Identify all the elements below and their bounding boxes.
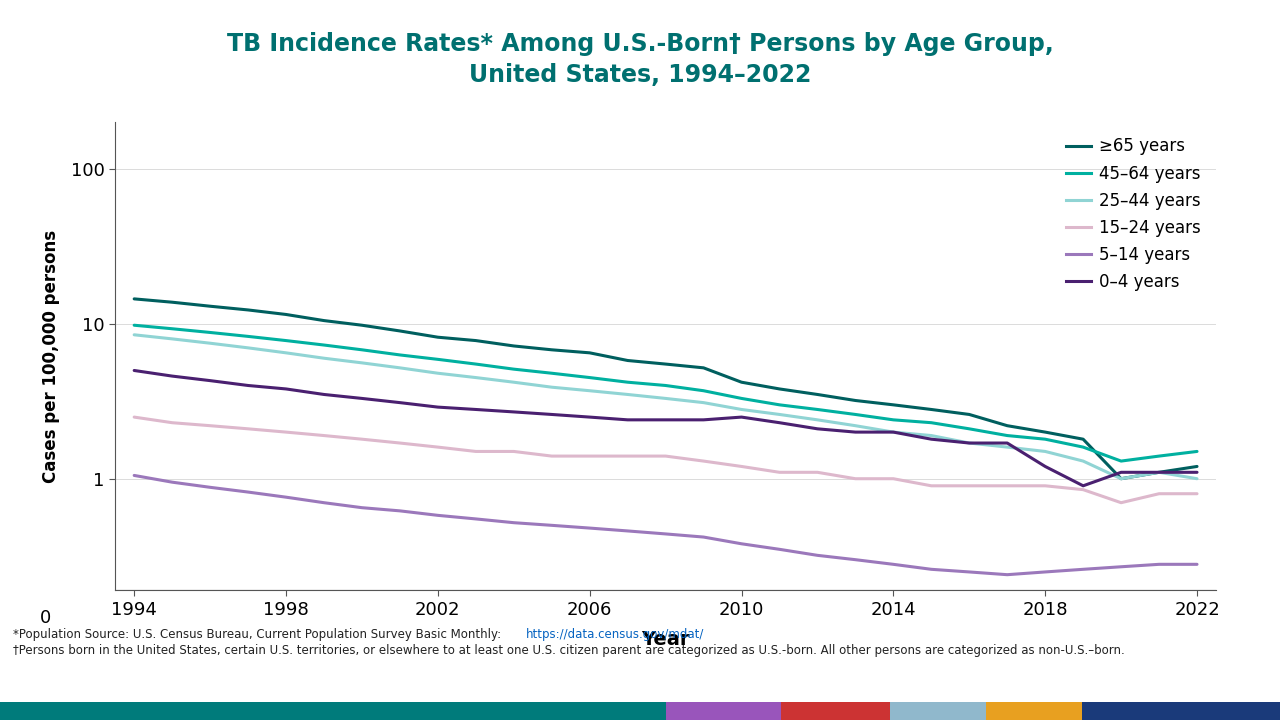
Text: United States, 1994–2022: United States, 1994–2022 <box>468 63 812 87</box>
X-axis label: Year: Year <box>641 630 690 649</box>
Text: †Persons born in the United States, certain U.S. territories, or elsewhere to at: †Persons born in the United States, cert… <box>13 644 1125 657</box>
Text: https://data.census.gov/mdat/: https://data.census.gov/mdat/ <box>526 628 704 641</box>
Legend: ≥65 years, 45–64 years, 25–44 years, 15–24 years, 5–14 years, 0–4 years: ≥65 years, 45–64 years, 25–44 years, 15–… <box>1060 131 1207 298</box>
Y-axis label: Cases per 100,000 persons: Cases per 100,000 persons <box>42 230 60 483</box>
Text: 0: 0 <box>40 609 51 627</box>
Text: *Population Source: U.S. Census Bureau, Current Population Survey Basic Monthly:: *Population Source: U.S. Census Bureau, … <box>13 628 504 641</box>
Text: TB Incidence Rates* Among U.S.-Born† Persons by Age Group,: TB Incidence Rates* Among U.S.-Born† Per… <box>227 32 1053 56</box>
